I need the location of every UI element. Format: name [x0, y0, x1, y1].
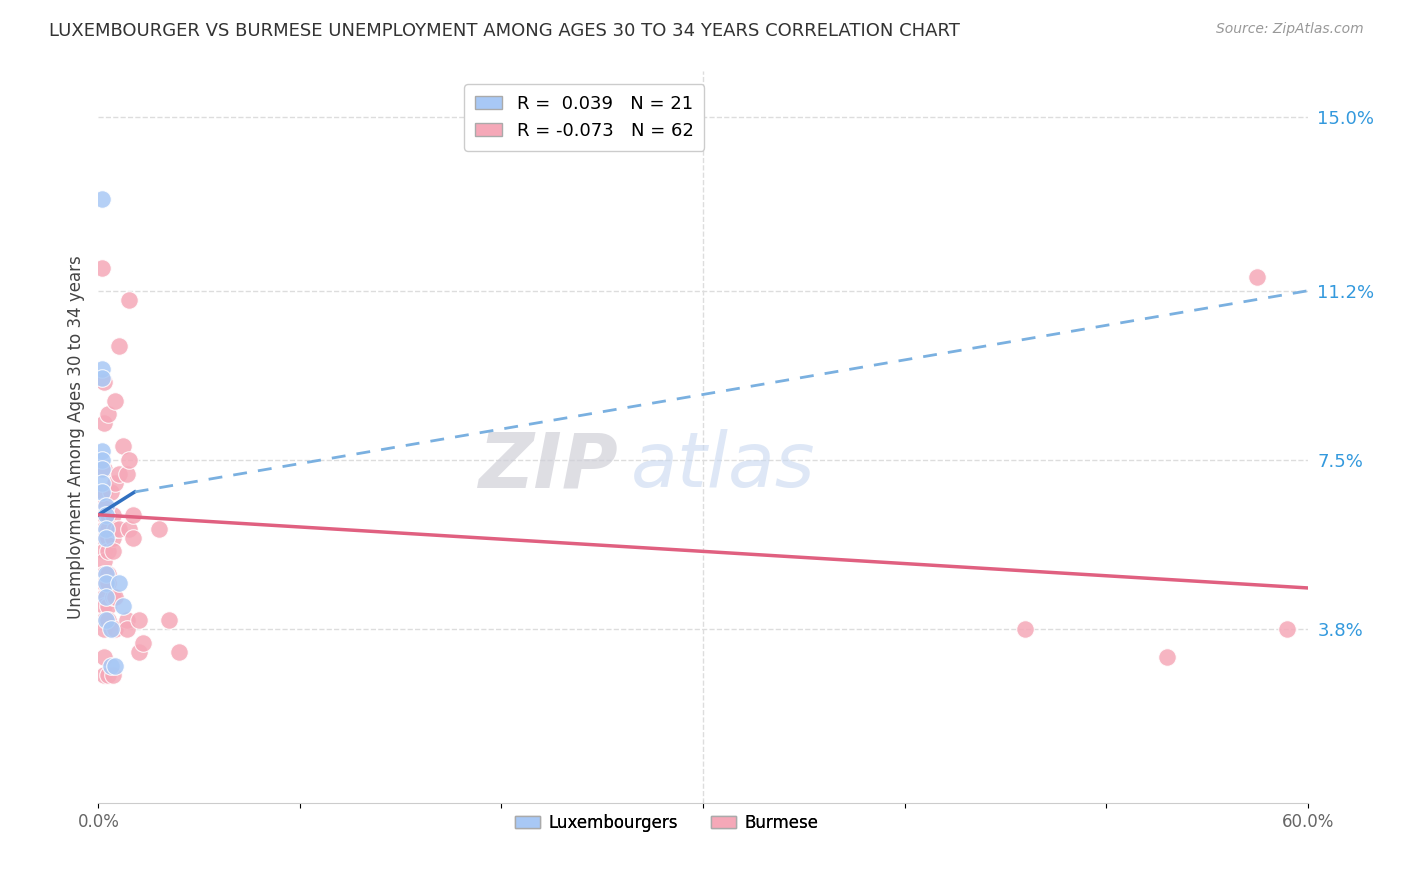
Point	[167, 645, 190, 659]
Point	[107, 576, 129, 591]
Point	[97, 407, 120, 421]
Point	[103, 622, 125, 636]
Point	[1246, 270, 1268, 285]
Point	[93, 590, 115, 604]
Point	[96, 590, 118, 604]
Point	[93, 599, 115, 614]
Point	[97, 544, 120, 558]
Point	[93, 622, 115, 636]
Point	[100, 658, 122, 673]
Point	[93, 667, 115, 681]
Point	[1156, 649, 1178, 664]
Point	[93, 485, 115, 500]
Point	[96, 576, 118, 591]
Point	[97, 613, 120, 627]
Point	[128, 645, 150, 659]
Point	[91, 193, 114, 207]
Point	[91, 453, 114, 467]
Point	[118, 453, 141, 467]
Point	[97, 531, 120, 545]
Point	[107, 521, 129, 535]
Text: ZIP: ZIP	[478, 429, 619, 503]
Point	[93, 521, 115, 535]
Point	[128, 613, 150, 627]
Legend: Luxembourgers, Burmese: Luxembourgers, Burmese	[509, 807, 825, 838]
Point	[115, 613, 138, 627]
Point	[1277, 622, 1299, 636]
Point	[97, 576, 120, 591]
Point	[132, 636, 155, 650]
Text: atlas: atlas	[630, 429, 815, 503]
Point	[100, 622, 122, 636]
Point	[93, 553, 115, 567]
Point	[97, 599, 120, 614]
Point	[103, 521, 125, 535]
Point	[107, 467, 129, 481]
Point	[93, 462, 115, 476]
Point	[91, 443, 114, 458]
Point	[103, 393, 125, 408]
Point	[115, 467, 138, 481]
Point	[93, 531, 115, 545]
Point	[103, 658, 125, 673]
Point	[91, 485, 114, 500]
Point	[93, 613, 115, 627]
Point	[107, 338, 129, 352]
Point	[97, 521, 120, 535]
Point	[101, 667, 124, 681]
Point	[118, 521, 141, 535]
Point	[118, 293, 141, 307]
Point	[91, 361, 114, 376]
Point	[101, 531, 124, 545]
Point	[93, 499, 115, 513]
Point	[111, 439, 134, 453]
Point	[1014, 622, 1036, 636]
Point	[103, 590, 125, 604]
Point	[101, 508, 124, 522]
Point	[96, 567, 118, 582]
Point	[96, 613, 118, 627]
Point	[96, 521, 118, 535]
Point	[93, 544, 115, 558]
Point	[148, 521, 170, 535]
Point	[121, 531, 143, 545]
Y-axis label: Unemployment Among Ages 30 to 34 years: Unemployment Among Ages 30 to 34 years	[66, 255, 84, 619]
Point	[101, 590, 124, 604]
Point	[91, 475, 114, 490]
Point	[93, 649, 115, 664]
Point	[93, 508, 115, 522]
Point	[93, 417, 115, 431]
Point	[101, 544, 124, 558]
Point	[111, 599, 134, 614]
Point	[93, 376, 115, 390]
Point	[96, 531, 118, 545]
Point	[91, 260, 114, 275]
Point	[157, 613, 180, 627]
Point	[96, 499, 118, 513]
Point	[97, 667, 120, 681]
Point	[91, 462, 114, 476]
Text: Source: ZipAtlas.com: Source: ZipAtlas.com	[1216, 22, 1364, 37]
Point	[96, 508, 118, 522]
Point	[115, 622, 138, 636]
Point	[97, 567, 120, 582]
Point	[91, 370, 114, 384]
Point	[103, 475, 125, 490]
Text: LUXEMBOURGER VS BURMESE UNEMPLOYMENT AMONG AGES 30 TO 34 YEARS CORRELATION CHART: LUXEMBOURGER VS BURMESE UNEMPLOYMENT AMO…	[49, 22, 960, 40]
Point	[97, 508, 120, 522]
Point	[93, 576, 115, 591]
Point	[93, 567, 115, 582]
Point	[100, 485, 122, 500]
Point	[121, 508, 143, 522]
